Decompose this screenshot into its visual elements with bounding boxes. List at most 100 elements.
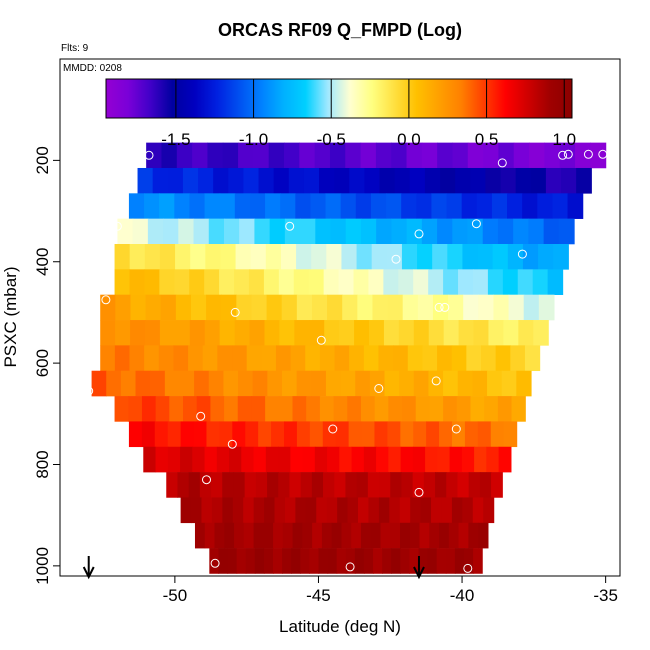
heatmap-cell (567, 193, 584, 219)
heatmap-cell (417, 244, 433, 270)
heatmap-cell (227, 548, 238, 574)
heatmap-cell (322, 421, 337, 448)
heatmap-cell (258, 421, 272, 448)
heatmap-cell (251, 294, 268, 321)
heatmap-cell (326, 244, 343, 270)
heatmap-cell (341, 522, 352, 549)
heatmap-cell (428, 320, 445, 346)
heatmap-cell (284, 421, 298, 448)
sample-point (374, 384, 384, 393)
heatmap-cell (431, 497, 443, 524)
heatmap-cell (492, 244, 509, 270)
heatmap-cell (522, 193, 538, 219)
sample-point (517, 249, 527, 259)
heatmap-cell (232, 345, 248, 372)
heatmap-cell (173, 345, 189, 372)
heatmap-cell (206, 421, 220, 448)
heatmap-cell (360, 142, 377, 169)
heatmap-cell (522, 244, 539, 270)
heatmap-cell (379, 167, 396, 194)
heatmap-cell (180, 446, 193, 473)
heatmap-cell (537, 193, 554, 219)
heatmap-cell (189, 193, 206, 219)
y-tick-label: 1000 (33, 547, 52, 585)
heatmap-cell (144, 345, 160, 372)
heatmap-cell (432, 244, 448, 270)
heatmap-cell (314, 446, 328, 473)
heatmap-cell (407, 345, 424, 372)
heatmap-cell (384, 370, 400, 397)
heatmap-cell (360, 396, 376, 422)
heatmap-cell (91, 370, 107, 397)
y-tick-label: 800 (33, 450, 52, 478)
heatmap-cell (221, 294, 237, 321)
heatmap-cell (207, 142, 224, 169)
heatmap-cell (115, 294, 132, 321)
heatmap-cell (503, 421, 518, 448)
heatmap-cell (376, 446, 389, 473)
heatmap-cell (234, 522, 245, 549)
heatmap-cell (461, 446, 475, 473)
heatmap-cell (356, 244, 373, 270)
heatmap-cell (303, 167, 320, 194)
heatmap-cell (516, 370, 532, 397)
heatmap-cell (252, 370, 268, 397)
heatmap-cell (284, 218, 301, 245)
heatmap-cell (340, 370, 356, 397)
heatmap-cell (167, 446, 181, 473)
heatmap-cell (412, 472, 425, 498)
heatmap-cell (216, 446, 230, 473)
heatmap-cell (145, 320, 161, 346)
heatmap-cell (159, 193, 175, 219)
heatmap-cell (493, 294, 510, 321)
heatmap-cell (210, 396, 225, 422)
heatmap-cell (363, 345, 380, 372)
heatmap-cell (498, 446, 512, 473)
heatmap-cell (196, 396, 211, 422)
heatmap-cell (239, 218, 256, 245)
heatmap-cell (246, 345, 262, 372)
x-axis-label: Latitude (deg N) (279, 617, 401, 636)
heatmap-cell (339, 320, 355, 346)
heatmap-cell (266, 294, 283, 321)
heatmap-cell (429, 522, 440, 549)
heatmap-cell (290, 345, 306, 372)
colorbar-tick-label: 0.0 (397, 130, 421, 149)
heatmap-cell (278, 446, 291, 473)
down-arrow (82, 556, 95, 580)
heatmap-cell (164, 370, 181, 397)
sample-point (471, 219, 481, 229)
heatmap-cell (241, 446, 255, 473)
heatmap-cell (232, 421, 246, 448)
heatmap-cell (293, 269, 310, 295)
heatmap-cell (413, 421, 427, 448)
heatmap-cell (511, 396, 526, 422)
x-tick-label: -45 (306, 586, 331, 605)
sample-point (112, 221, 122, 231)
y-tick-label: 200 (33, 146, 52, 174)
heatmap-cell (400, 522, 411, 549)
heatmap-cell (282, 522, 294, 549)
heatmap-cell (464, 421, 479, 448)
heatmap-cell (553, 244, 569, 270)
heatmap-cell (402, 396, 417, 422)
heatmap-cell (146, 142, 163, 169)
heatmap-cell (544, 142, 561, 169)
sample-point (558, 150, 568, 160)
heatmap-cell (130, 294, 147, 321)
heatmap-cell (250, 244, 267, 270)
heatmap-cell (245, 421, 259, 448)
heatmap-cell (472, 497, 484, 524)
heatmap-cell (443, 269, 459, 295)
heatmap-cell (349, 167, 366, 194)
heatmap-cell (324, 320, 340, 346)
heatmap-cell (321, 522, 333, 549)
heatmap-cell (391, 218, 408, 245)
heatmap-cell (120, 370, 137, 397)
heatmap-cell (545, 167, 562, 194)
heatmap-cell (141, 421, 156, 448)
heatmap-cell (265, 446, 279, 473)
heatmap-cell (501, 370, 517, 397)
heatmap-cell (353, 269, 370, 295)
heatmap-cell (528, 218, 545, 245)
